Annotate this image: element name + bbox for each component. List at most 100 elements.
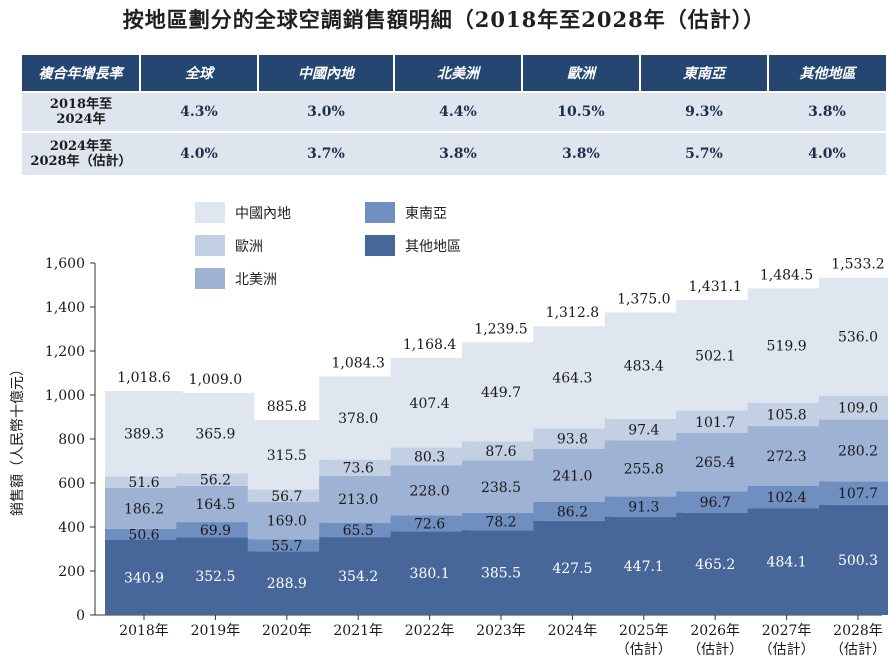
bar-segment-china xyxy=(105,390,183,477)
bar-segment-southeast-asia xyxy=(819,481,888,505)
bar-segment-europe xyxy=(676,410,755,433)
cagr-row: 2024年至 2028年（估計） 4.0% 3.7% 3.8% 3.8% 5.7… xyxy=(22,131,886,175)
data-label: 56.7 xyxy=(271,489,302,505)
bar-segment-others xyxy=(676,512,755,615)
y-tick-label: 800 xyxy=(58,432,85,448)
cagr-cell: 3.8% xyxy=(522,131,640,175)
y-tick-label: 1,200 xyxy=(45,344,85,360)
bar-segment-southeast-asia xyxy=(676,491,755,513)
data-label: 86.2 xyxy=(557,504,588,520)
data-label: 164.5 xyxy=(195,497,235,513)
data-label: 102.4 xyxy=(767,490,807,506)
bar-segment-china xyxy=(533,326,612,429)
data-label: 464.3 xyxy=(552,370,592,386)
data-label: 340.9 xyxy=(124,571,164,587)
data-label: 228.0 xyxy=(410,483,450,499)
data-label: 101.7 xyxy=(695,415,735,431)
data-label: 72.6 xyxy=(414,516,445,532)
bar-segment-north-america xyxy=(105,487,183,529)
cagr-header-cell: 北美洲 xyxy=(393,55,522,92)
bar-segment-southeast-asia xyxy=(533,501,612,521)
legend-label: 東南亞 xyxy=(405,206,447,222)
bar-segment-southeast-asia xyxy=(604,496,683,517)
cagr-cell: 3.7% xyxy=(258,131,394,175)
cagr-header-cell: 歐洲 xyxy=(521,55,640,92)
data-label: 536.0 xyxy=(838,330,878,346)
data-label: 186.2 xyxy=(124,501,164,517)
bar-segment-europe xyxy=(747,402,826,427)
bar-segment-others xyxy=(176,537,255,615)
bar-segment-europe xyxy=(604,418,683,441)
total-label: 1,312.8 xyxy=(546,305,599,321)
data-label: 500.3 xyxy=(838,553,878,569)
bar-segment-others xyxy=(319,537,398,615)
bar-segment-europe xyxy=(247,489,326,503)
cagr-header-cell: 中國內地 xyxy=(257,55,394,92)
total-label: 885.8 xyxy=(267,399,307,415)
y-tick-label: 1,000 xyxy=(45,388,85,404)
x-tick-label-sub: （估計） xyxy=(687,642,743,658)
data-label: 447.1 xyxy=(624,559,664,575)
cagr-header-cell: 東南亞 xyxy=(639,55,768,92)
data-label: 105.8 xyxy=(767,407,807,423)
x-tick-label: 2026年 xyxy=(690,623,740,639)
bar-segment-europe xyxy=(390,447,469,466)
cagr-row-label: 2018年至 2024年 xyxy=(22,91,140,132)
cagr-cell: 10.5% xyxy=(522,91,640,132)
y-tick-label: 400 xyxy=(58,520,85,536)
data-label: 96.7 xyxy=(700,495,731,511)
bar-segment-china xyxy=(747,288,826,403)
bar-segment-north-america xyxy=(819,419,888,482)
data-label: 255.8 xyxy=(624,461,664,477)
legend-swatch-china xyxy=(195,202,225,223)
bar-segment-others xyxy=(462,530,540,615)
data-label: 73.6 xyxy=(343,461,374,477)
data-label: 378.0 xyxy=(338,411,378,427)
x-tick-label: 2023年 xyxy=(476,623,526,639)
bar-segment-southeast-asia xyxy=(747,485,826,509)
data-label: 51.6 xyxy=(128,475,159,491)
data-label: 449.7 xyxy=(481,385,521,401)
y-tick-label: 600 xyxy=(58,476,85,492)
data-label: 427.5 xyxy=(552,561,592,577)
data-label: 380.1 xyxy=(410,566,450,582)
x-tick-label: 2020年 xyxy=(262,623,312,639)
bar-segment-china xyxy=(604,312,683,419)
bar-segment-north-america xyxy=(176,485,255,523)
total-label: 1,431.1 xyxy=(688,279,741,295)
total-label: 1,168.4 xyxy=(403,337,457,353)
x-tick-label-sub: （估計） xyxy=(759,642,815,658)
data-label: 50.6 xyxy=(128,527,159,543)
bar-segment-europe xyxy=(319,459,398,476)
bar-segment-china xyxy=(247,420,326,490)
data-label: 483.4 xyxy=(624,359,664,375)
bar-segment-europe xyxy=(105,476,183,488)
data-label: 354.2 xyxy=(338,569,378,585)
y-tick-label: 0 xyxy=(76,608,85,624)
bar-segment-china xyxy=(176,393,255,474)
cagr-cell: 4.4% xyxy=(394,91,522,132)
data-label: 91.3 xyxy=(628,500,659,516)
bar-segment-europe xyxy=(462,441,540,461)
bar-segment-north-america xyxy=(676,432,755,492)
bar-segment-north-america xyxy=(533,448,612,502)
data-label: 407.4 xyxy=(410,396,450,412)
bar-segment-southeast-asia xyxy=(105,528,183,541)
bar-segment-others xyxy=(533,520,612,615)
cagr-header-cell: 複合年增長率 xyxy=(22,55,140,92)
x-tick-label: 2018年 xyxy=(119,623,169,639)
legend-label: 其他地區 xyxy=(405,239,461,255)
legend-swatch-europe xyxy=(195,235,225,256)
bar-segment-others xyxy=(247,551,326,615)
bar-segment-china xyxy=(390,357,469,448)
bar-segment-north-america xyxy=(747,426,826,486)
data-label: 109.0 xyxy=(838,401,878,417)
data-label: 288.9 xyxy=(267,576,307,592)
x-tick-label: 2028年 xyxy=(833,623,883,639)
data-label: 280.2 xyxy=(838,443,878,459)
data-label: 385.5 xyxy=(481,566,521,582)
cagr-cell: 5.7% xyxy=(640,131,768,175)
legend-label: 歐洲 xyxy=(235,239,263,255)
x-tick-label-sub: （估計） xyxy=(830,642,886,658)
